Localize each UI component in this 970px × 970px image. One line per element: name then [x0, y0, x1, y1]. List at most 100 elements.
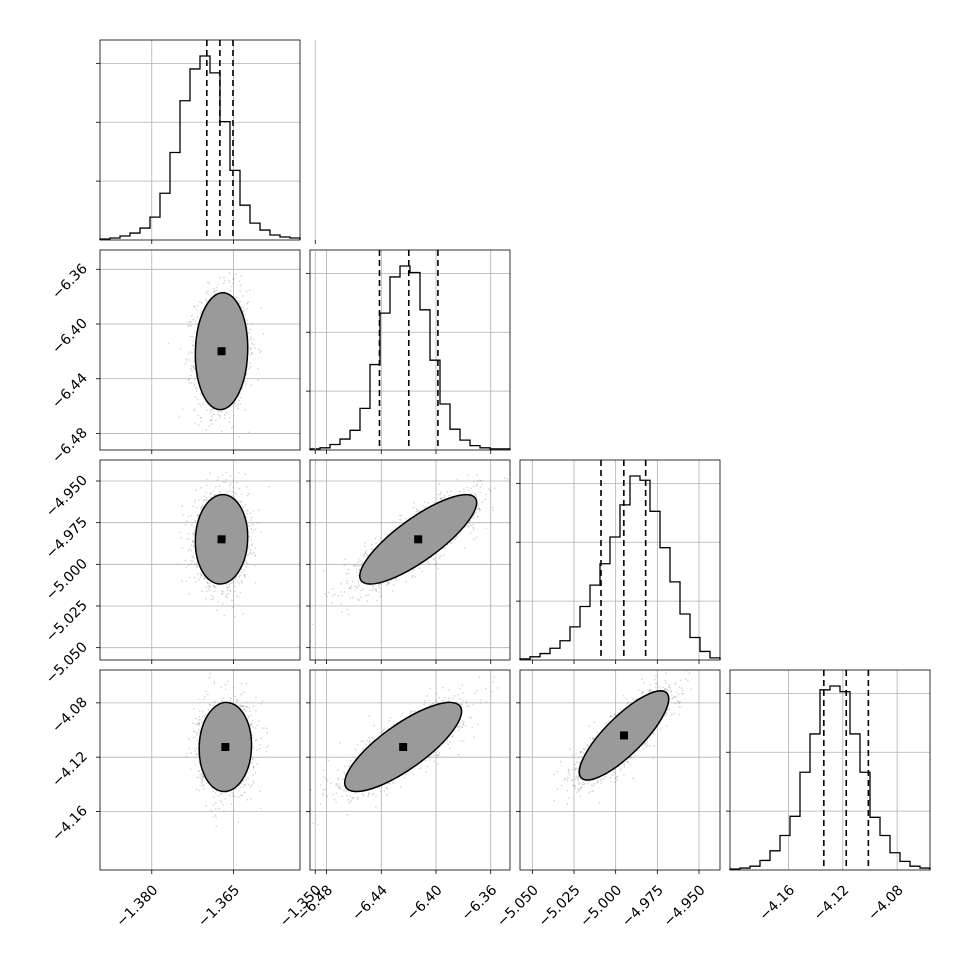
sample-point [199, 301, 201, 303]
sample-point [189, 335, 192, 338]
sample-point [197, 514, 199, 516]
sample-point [365, 594, 367, 597]
sample-point [193, 534, 195, 536]
sample-point [364, 542, 366, 544]
sample-point [188, 359, 191, 361]
sample-point [372, 587, 375, 590]
sample-point [229, 416, 232, 419]
sample-point [196, 387, 198, 390]
sample-point [192, 540, 194, 542]
sample-point [196, 565, 199, 568]
scatter-panel-2-1 [306, 460, 515, 664]
sample-point [234, 402, 237, 404]
sample-point [259, 350, 262, 352]
sample-point [193, 545, 196, 548]
sample-point [249, 549, 252, 552]
sample-point [206, 290, 209, 292]
sample-point [196, 561, 198, 564]
sample-point [513, 474, 515, 476]
sample-point [184, 559, 187, 562]
grid-lines-0-0 [100, 40, 316, 240]
sample-point [205, 291, 207, 294]
sample-point [198, 499, 200, 502]
sample-point [440, 491, 442, 494]
sample-point [187, 550, 190, 552]
sample-point [191, 555, 194, 557]
sample-point [493, 487, 496, 490]
sample-point [190, 559, 192, 562]
sample-point [243, 569, 246, 571]
sample-point [220, 430, 223, 433]
histogram-panel-0 [96, 40, 316, 244]
sample-point [256, 367, 259, 370]
sample-point [200, 508, 203, 511]
sample-point [365, 552, 367, 555]
sample-point [193, 367, 195, 369]
sample-point [225, 411, 228, 414]
sample-point [478, 509, 481, 512]
sample-point [357, 598, 359, 601]
sample-point [400, 514, 403, 517]
sample-point [233, 402, 236, 405]
sample-point [248, 289, 251, 292]
sample-point [487, 488, 490, 490]
sample-point [474, 494, 477, 497]
sample-point [213, 290, 216, 292]
sample-point [199, 312, 202, 314]
sample-point [214, 485, 217, 488]
sample-point [248, 346, 250, 349]
sample-point [196, 573, 199, 575]
sample-point [239, 501, 242, 504]
sample-point [210, 594, 213, 597]
sample-point [252, 529, 255, 532]
sample-point [248, 553, 251, 555]
sample-point [190, 315, 193, 317]
sample-point [249, 548, 252, 551]
sample-point [355, 571, 358, 574]
sample-point [463, 487, 465, 490]
sample-point [208, 582, 211, 585]
sample-point [208, 589, 211, 591]
sample-point [190, 514, 193, 517]
sample-point [223, 279, 226, 282]
sample-point [327, 591, 330, 594]
sample-point [236, 481, 238, 484]
sample-point [443, 554, 445, 556]
sample-point [379, 596, 382, 598]
sample-point [251, 544, 253, 547]
sample-point [416, 508, 418, 510]
sample-point [188, 593, 191, 595]
sample-point [181, 504, 184, 507]
sample-point [228, 279, 230, 282]
sample-point [231, 491, 233, 493]
sample-point [377, 585, 380, 587]
sample-point [229, 589, 232, 591]
sample-point [364, 545, 366, 548]
sample-point [247, 301, 250, 303]
sample-point [311, 623, 314, 626]
sample-point [356, 587, 359, 589]
histogram-step-0 [99, 55, 301, 240]
sample-point [212, 598, 214, 600]
grid-lines-3-3 [730, 670, 930, 870]
sample-point [233, 581, 235, 584]
sample-point [225, 593, 228, 596]
sample-point [412, 506, 415, 509]
sample-point [203, 498, 206, 501]
sample-point [237, 403, 240, 406]
sample-point [230, 582, 233, 585]
sample-point [349, 587, 352, 590]
sample-point [225, 596, 228, 599]
sample-point [239, 300, 242, 303]
sample-point [209, 586, 211, 588]
sample-point [351, 596, 354, 599]
sample-point [340, 583, 343, 585]
sample-point [177, 563, 179, 565]
sample-point [247, 431, 250, 434]
sample-point [193, 361, 196, 363]
sample-point [195, 563, 198, 566]
sample-point [185, 566, 188, 569]
sample-point [241, 571, 244, 574]
sample-point [466, 524, 468, 527]
sample-point [332, 594, 334, 597]
